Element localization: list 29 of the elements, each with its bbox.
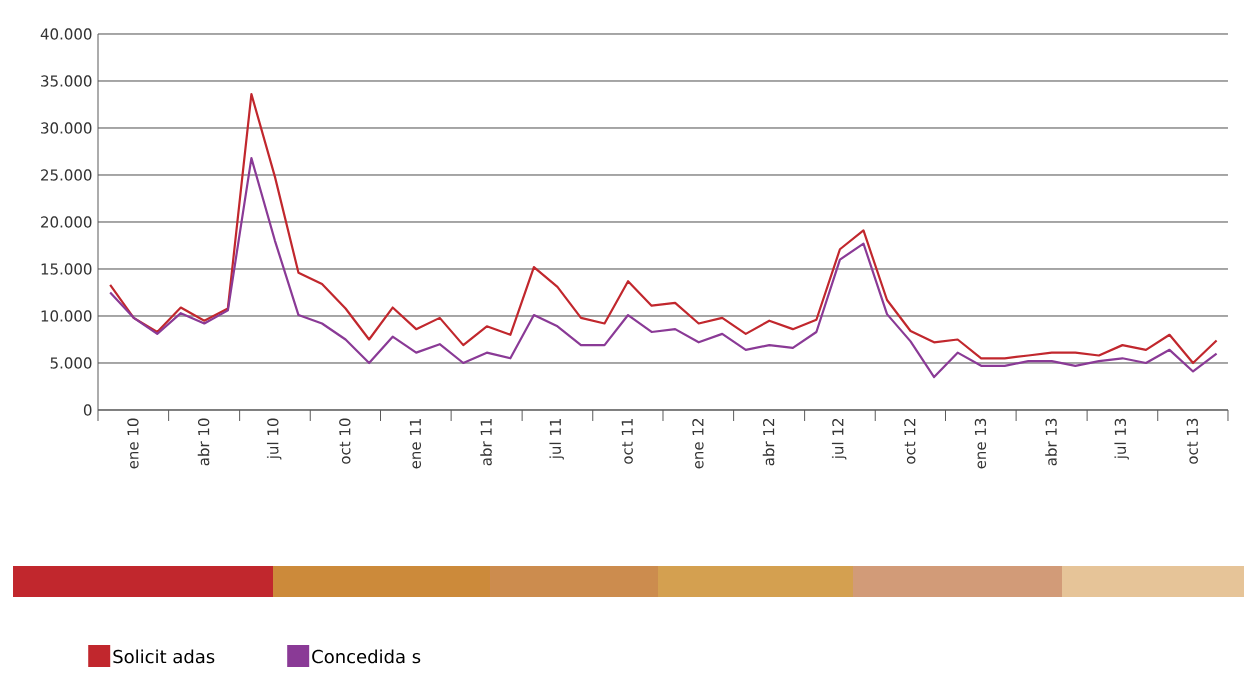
- x-tick-label: jul 10: [266, 418, 282, 460]
- x-tick-label: ene 10: [127, 418, 139, 469]
- x-tick-label: oct 10: [339, 418, 351, 464]
- y-tick-label: 5.000: [50, 357, 92, 369]
- x-tick-label: jul 12: [831, 419, 847, 460]
- line-series: [109, 156, 1218, 379]
- x-tick-label: abr 13: [1045, 418, 1057, 466]
- x-tick-label: abr 11: [480, 418, 492, 466]
- x-tick-label: jul 13: [1114, 418, 1129, 460]
- x-tick-label: jul 11: [549, 418, 564, 460]
- y-tick-label: 15.000: [41, 263, 92, 275]
- x-tick-label: ene 12: [692, 419, 704, 469]
- y-tick-label: 30.000: [41, 122, 92, 134]
- x-tick-label: oct 11: [621, 418, 633, 464]
- line-series: [109, 93, 1218, 365]
- legend-label: Solicit adas: [113, 649, 215, 664]
- y-tick-label: 25.000: [41, 169, 92, 181]
- x-tick-label: abr 10: [197, 418, 210, 466]
- y-tick-label: 0: [83, 404, 92, 416]
- x-tick-label: ene 11: [409, 418, 422, 469]
- y-tick-label: 40.000: [40, 28, 92, 40]
- x-tick-label: abr 12: [762, 419, 775, 466]
- x-tick-label: oct 13: [1186, 418, 1198, 464]
- legend-label: Concedida s: [312, 649, 421, 664]
- x-tick-label: oct 12: [904, 419, 916, 464]
- y-tick-label: 20.000: [41, 216, 92, 228]
- y-tick-label: 10.000: [41, 310, 92, 322]
- y-tick-label: 35.000: [41, 75, 92, 87]
- x-tick-label: ene 13: [974, 418, 987, 469]
